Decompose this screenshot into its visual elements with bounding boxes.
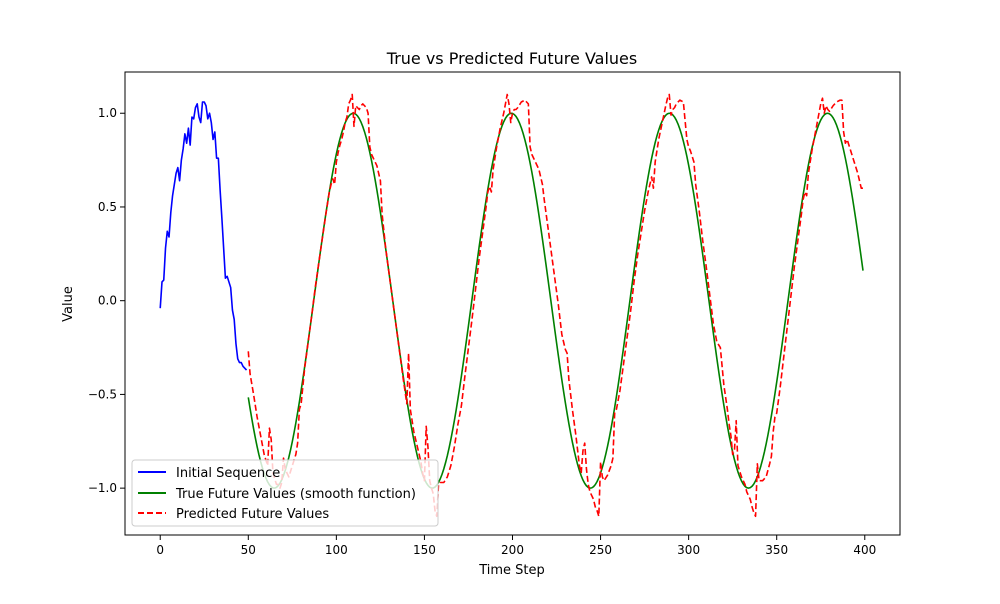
y-tick-label: −1.0 xyxy=(88,481,117,495)
x-tick-label: 150 xyxy=(413,543,436,557)
series-true-future-line xyxy=(247,112,864,489)
y-axis-label: Value xyxy=(61,286,76,322)
legend: Initial Sequence True Future Values (smo… xyxy=(131,459,439,527)
y-tick-label: −0.5 xyxy=(88,387,117,401)
x-tick-label: 50 xyxy=(241,543,256,557)
axis-ticks: 0 50 100 150 200 250 300 350 400 1.0 0.5 0.0 −0.5 −1.… xyxy=(88,106,876,557)
y-tick-label: 1.0 xyxy=(98,106,117,120)
x-tick-label: 100 xyxy=(325,543,348,557)
x-tick-label: 400 xyxy=(853,543,876,557)
x-tick-label: 250 xyxy=(589,543,612,557)
x-tick-label: 0 xyxy=(156,543,164,557)
plot-area xyxy=(159,93,864,518)
series-initial-sequence-line xyxy=(159,101,248,371)
chart-title: True vs Predicted Future Values xyxy=(386,49,637,68)
axes-frame xyxy=(124,71,901,536)
series-predicted-future-line xyxy=(247,93,864,518)
legend-label-initial: Initial Sequence xyxy=(176,466,280,481)
x-tick-label: 350 xyxy=(765,543,788,557)
y-tick-label: 0.5 xyxy=(98,200,117,214)
x-tick-label: 300 xyxy=(677,543,700,557)
legend-label-predicted: Predicted Future Values xyxy=(176,507,329,522)
x-tick-label: 200 xyxy=(501,543,524,557)
y-tick-label: 0.0 xyxy=(98,294,117,308)
x-axis-label: Time Step xyxy=(478,563,545,578)
legend-label-true: True Future Values (smooth function) xyxy=(175,487,416,502)
legend-box xyxy=(131,459,439,527)
